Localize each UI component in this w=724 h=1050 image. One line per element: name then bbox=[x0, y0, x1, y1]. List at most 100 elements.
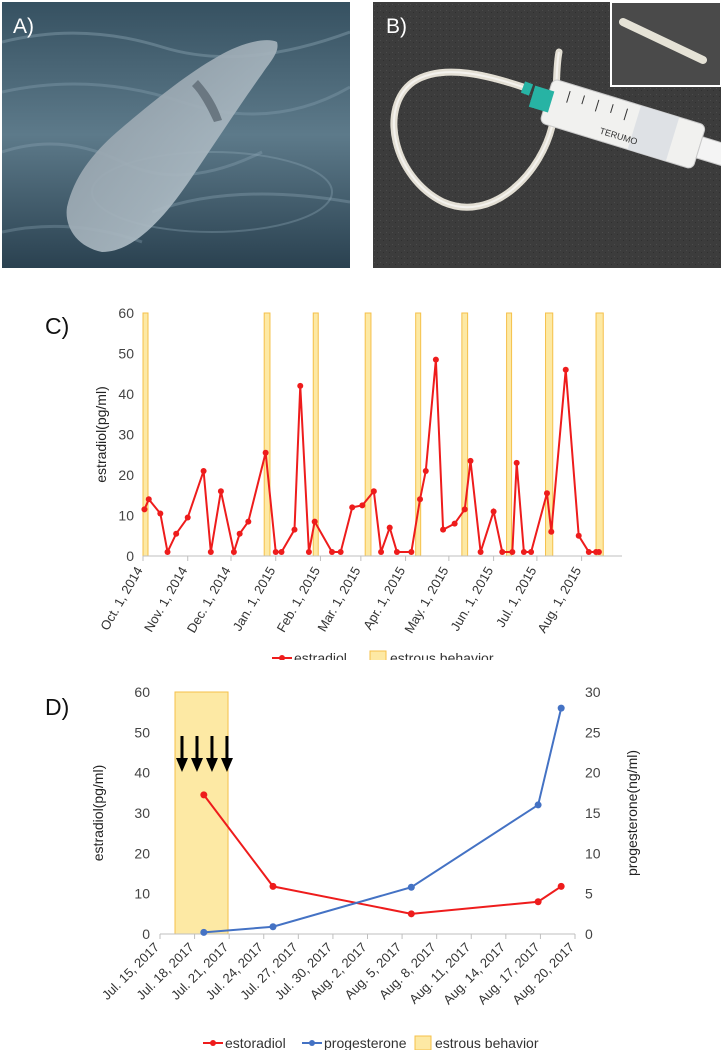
syringe-hub bbox=[520, 81, 534, 96]
estrous-band-8 bbox=[595, 312, 604, 557]
dolphin-illustration bbox=[2, 2, 350, 268]
estradiol-point bbox=[305, 548, 312, 555]
y-tick-label: 20 bbox=[118, 467, 134, 483]
x-tick-label-d: Aug. 20, 2017 bbox=[509, 940, 577, 1008]
x-tick-label: Jul. 1, 2015 bbox=[493, 564, 540, 630]
y-tick-label-left: 40 bbox=[134, 765, 150, 781]
estoradiol-point bbox=[269, 882, 277, 890]
estradiol-point bbox=[217, 488, 224, 495]
legend-progesterone-label: progesterone bbox=[324, 1035, 407, 1050]
estradiol-point bbox=[509, 548, 516, 555]
progesterone-point bbox=[557, 704, 565, 712]
dolphin-body bbox=[66, 40, 278, 252]
estradiol-point bbox=[543, 490, 550, 497]
dolphin-fin bbox=[192, 80, 222, 122]
legend-estradiol-label: estradiol bbox=[294, 650, 347, 660]
estradiol-point bbox=[141, 506, 148, 513]
estradiol-point bbox=[291, 526, 298, 533]
x-tick-label: Jun. 1, 2015 bbox=[447, 564, 496, 633]
legend-estrous-swatch bbox=[369, 650, 387, 660]
estradiol-point bbox=[378, 548, 385, 555]
estradiol-point bbox=[461, 506, 468, 513]
estrous-band-d bbox=[174, 691, 229, 935]
legend-progesterone-marker bbox=[309, 1040, 315, 1046]
syringe-illustration: TERUMO bbox=[373, 2, 721, 268]
estrous-band-3 bbox=[364, 312, 372, 557]
estradiol-point bbox=[408, 548, 415, 555]
x-tick-label: Nov. 1, 2014 bbox=[141, 564, 190, 635]
estradiol-point bbox=[499, 548, 506, 555]
estradiol-point bbox=[329, 548, 336, 555]
syringe-barrel: TERUMO bbox=[528, 79, 721, 169]
x-tick-label: Aug. 1, 2015 bbox=[534, 564, 584, 635]
estradiol-point bbox=[311, 518, 318, 525]
progesterone-point bbox=[407, 883, 415, 891]
y-tick-label: 50 bbox=[118, 346, 134, 362]
photo-dolphin: A) bbox=[2, 2, 350, 268]
estradiol-point bbox=[520, 548, 527, 555]
panel-label-a: A) bbox=[13, 15, 34, 38]
estradiol-line bbox=[143, 359, 599, 556]
y-tick-label: 10 bbox=[118, 508, 134, 524]
estradiol-point bbox=[272, 548, 279, 555]
estradiol-point bbox=[451, 520, 458, 527]
y-tick-label-right: 5 bbox=[585, 886, 593, 902]
y-tick-label-left: 10 bbox=[134, 886, 150, 902]
y-tick-label-right: 0 bbox=[585, 926, 593, 942]
photo-syringe: TERUMO B) bbox=[373, 2, 721, 268]
estradiol-point bbox=[422, 467, 429, 474]
estradiol-point bbox=[207, 548, 214, 555]
progesterone-point bbox=[269, 923, 277, 931]
estradiol-point bbox=[548, 528, 555, 535]
y-tick-label-right: 25 bbox=[585, 724, 601, 740]
y-tick-label: 0 bbox=[126, 548, 134, 564]
estoradiol-point bbox=[534, 898, 542, 906]
y-tick-label-right: 15 bbox=[585, 805, 601, 821]
estradiol-point bbox=[432, 356, 439, 363]
estradiol-point bbox=[278, 548, 285, 555]
legend-estrous-swatch-d bbox=[414, 1035, 432, 1050]
legend-estrous-label: estrous behavior bbox=[390, 650, 494, 660]
estradiol-point bbox=[477, 548, 484, 555]
panel-label-d: D) bbox=[45, 694, 70, 720]
y-tick-label-left: 30 bbox=[134, 805, 150, 821]
estradiol-point bbox=[157, 510, 164, 517]
y-tick-label-left: 50 bbox=[134, 724, 150, 740]
estradiol-point bbox=[262, 449, 269, 456]
arrow-head bbox=[190, 758, 203, 772]
y-tick-label-left: 0 bbox=[142, 926, 150, 942]
estoradiol-point bbox=[200, 791, 208, 799]
estradiol-point bbox=[585, 548, 592, 555]
estradiol-point bbox=[337, 548, 344, 555]
estrous-band-0 bbox=[142, 312, 149, 557]
estoradiol-point bbox=[407, 910, 415, 918]
estradiol-point bbox=[562, 366, 569, 373]
estradiol-point bbox=[200, 467, 207, 474]
progesterone-point bbox=[200, 928, 208, 936]
estradiol-point bbox=[164, 548, 171, 555]
estradiol-point bbox=[236, 530, 243, 537]
legend-estoradiol-marker bbox=[210, 1040, 216, 1046]
x-tick-label: May. 1, 2015 bbox=[401, 564, 451, 636]
y-tick-label: 60 bbox=[118, 305, 134, 321]
progesterone-point bbox=[534, 801, 542, 809]
estradiol-point bbox=[145, 496, 152, 503]
y-tick-label: 40 bbox=[118, 386, 134, 402]
x-tick-label: Jan. 1, 2015 bbox=[230, 564, 279, 633]
x-tick-label: Apr. 1, 2015 bbox=[360, 564, 408, 632]
estrous-band-1 bbox=[263, 312, 271, 557]
legend-estoradiol-label: estoradiol bbox=[225, 1035, 286, 1050]
estradiol-point bbox=[297, 382, 304, 389]
y-tick-label-left: 60 bbox=[134, 684, 150, 700]
y-tick-label-right: 30 bbox=[585, 684, 601, 700]
arrow-head bbox=[205, 758, 218, 772]
estradiol-point bbox=[490, 508, 497, 515]
legend-estradiol-marker bbox=[279, 655, 285, 660]
legend-estrous-label-d: estrous behavior bbox=[435, 1035, 539, 1050]
estradiol-point bbox=[370, 488, 377, 495]
progesterone-line bbox=[203, 707, 563, 934]
estradiol-point bbox=[595, 548, 602, 555]
estradiol-point bbox=[386, 524, 393, 531]
